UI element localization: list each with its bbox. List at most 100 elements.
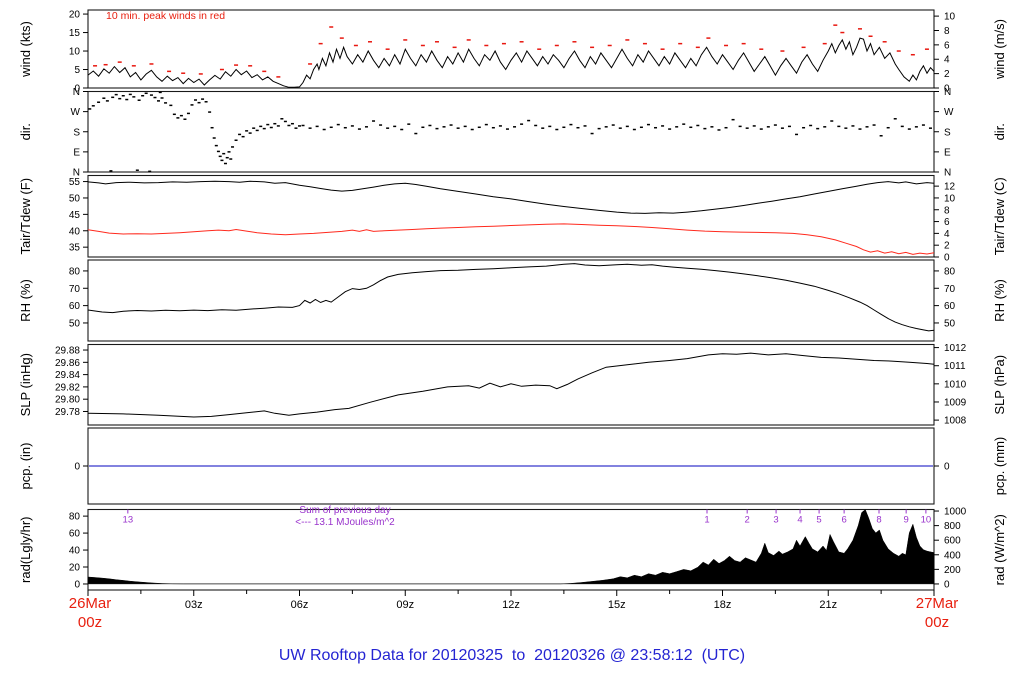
point-wind-peaks <box>466 39 471 41</box>
tick-label-left-wind: 15 <box>69 28 81 39</box>
point-wind-peaks <box>484 44 489 47</box>
point-wind-direction <box>548 125 552 128</box>
point-wind-direction <box>534 124 538 127</box>
point-wind-direction <box>255 129 259 132</box>
tick-label-right-rh: 60 <box>944 301 956 312</box>
point-wind-peaks <box>868 35 873 37</box>
rad-marker-label: 3 <box>773 515 778 526</box>
point-wind-direction <box>294 127 298 129</box>
point-wind-direction <box>703 127 707 130</box>
point-wind-direction <box>407 123 411 125</box>
axis-title-right-rad: rad (W/m^2) <box>992 514 1007 585</box>
point-wind-peaks <box>660 48 665 50</box>
axis-title-left-tair: Tair/Tdew (F) <box>18 178 33 255</box>
point-wind-direction <box>611 124 615 126</box>
point-wind-direction <box>241 135 245 138</box>
tick-label-left-dir: W <box>71 107 81 118</box>
point-wind-direction <box>273 122 277 125</box>
tick-label-right-slp: 1008 <box>944 416 967 427</box>
point-wind-direction <box>148 170 152 173</box>
panel-slp-border <box>87 343 935 426</box>
point-wind-direction <box>576 126 580 129</box>
point-wind-peaks <box>262 70 267 73</box>
point-wind-direction <box>597 127 601 130</box>
point-wind-direction <box>229 158 233 160</box>
point-wind-direction <box>91 105 95 107</box>
rad-marker-label: 5 <box>816 515 821 526</box>
point-wind-peaks <box>590 46 595 49</box>
series-tdew <box>87 223 935 255</box>
point-wind-direction <box>144 92 148 95</box>
point-wind-direction <box>780 127 784 129</box>
point-wind-peaks <box>857 28 862 30</box>
point-wind-peaks <box>149 63 154 65</box>
tick-label-right-pcp: 0 <box>944 462 950 473</box>
axis-title-right-dir: dir. <box>992 123 1007 140</box>
axis-title-right-wind: wind (m/s) <box>992 19 1007 80</box>
point-wind-direction <box>724 126 728 129</box>
point-wind-direction <box>654 126 658 129</box>
axis-title-right-pcp: pcp. (mm) <box>992 437 1007 496</box>
tick-label-right-slp: 1011 <box>944 361 966 372</box>
tick-label-left-dir: E <box>73 147 80 158</box>
point-wind-direction <box>470 128 474 131</box>
point-wind-peaks <box>198 73 203 75</box>
point-wind-peaks <box>724 44 729 47</box>
point-wind-direction <box>865 126 869 128</box>
point-wind-direction <box>858 128 862 130</box>
point-wind-direction <box>315 125 319 128</box>
point-wind-direction <box>259 125 263 128</box>
axis-title-left-slp: SLP (inHg) <box>18 353 33 416</box>
point-wind-direction <box>886 126 890 129</box>
point-wind-direction <box>717 129 721 131</box>
tick-label-right-rad: 800 <box>944 521 961 532</box>
point-wind-direction <box>491 126 495 129</box>
point-wind-direction <box>179 114 183 117</box>
point-wind-peaks <box>368 41 372 43</box>
point-wind-direction <box>921 124 925 126</box>
tick-label-right-wind: 4 <box>944 55 950 66</box>
point-wind-direction <box>176 117 180 119</box>
series-slp <box>87 352 935 418</box>
axis-title-left-rh: RH (%) <box>18 279 33 322</box>
point-wind-direction <box>484 123 488 126</box>
tick-label-right-wind: 10 <box>944 12 956 23</box>
point-wind-direction <box>290 122 294 125</box>
tick-label-left-rad: 0 <box>74 579 80 590</box>
point-wind-direction <box>164 102 168 104</box>
x-tick-label: 06z <box>291 599 309 611</box>
point-wind-peaks <box>840 31 845 34</box>
point-wind-peaks <box>329 26 334 28</box>
point-wind-direction <box>141 94 145 97</box>
axis-title-left-dir: dir. <box>18 123 33 140</box>
point-wind-direction <box>212 137 216 139</box>
point-wind-direction <box>689 126 693 129</box>
point-wind-direction <box>114 93 118 96</box>
point-wind-direction <box>463 125 467 128</box>
tick-label-right-dir: N <box>944 168 951 179</box>
rad-marker-label: 10 <box>921 515 932 526</box>
point-wind-direction <box>823 126 827 128</box>
point-wind-direction <box>675 126 679 128</box>
point-wind-direction <box>604 126 608 128</box>
point-wind-peaks <box>519 41 524 43</box>
tick-label-right-slp: 1009 <box>944 397 967 408</box>
tick-label-right-tair: 12 <box>944 182 956 193</box>
tick-label-left-wind: 10 <box>69 47 81 58</box>
point-wind-direction <box>816 127 820 130</box>
point-wind-peaks <box>452 46 457 49</box>
point-wind-direction <box>414 132 418 135</box>
axis-title-right-slp: SLP (hPa) <box>992 355 1007 415</box>
point-wind-direction <box>879 135 883 137</box>
tick-label-left-rad: 80 <box>69 512 81 523</box>
tick-label-right-dir: E <box>944 147 951 158</box>
x-axis-end-date: 27Mar <box>915 595 959 612</box>
point-wind-peaks <box>403 39 408 41</box>
point-wind-peaks <box>572 41 577 43</box>
point-wind-direction <box>169 104 173 107</box>
point-wind-direction <box>252 127 256 129</box>
x-tick-label: 03z <box>185 599 203 611</box>
point-wind-direction <box>555 128 559 131</box>
tick-label-left-slp: 29.88 <box>55 346 80 357</box>
axis-title-left-wind: wind (kts) <box>18 21 33 78</box>
